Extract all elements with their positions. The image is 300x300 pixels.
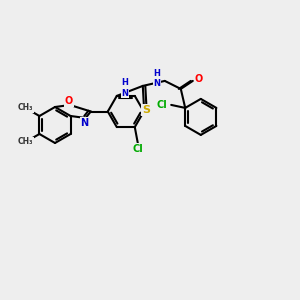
Text: CH₃: CH₃ (18, 137, 33, 146)
Text: H
N: H N (153, 69, 160, 88)
Text: Cl: Cl (157, 100, 168, 110)
Text: Cl: Cl (132, 144, 143, 154)
Text: S: S (142, 105, 150, 115)
Text: H
N: H N (121, 78, 128, 98)
Text: O: O (65, 96, 73, 106)
Text: CH₃: CH₃ (18, 103, 33, 112)
Text: N: N (80, 118, 89, 128)
Text: O: O (195, 74, 203, 84)
